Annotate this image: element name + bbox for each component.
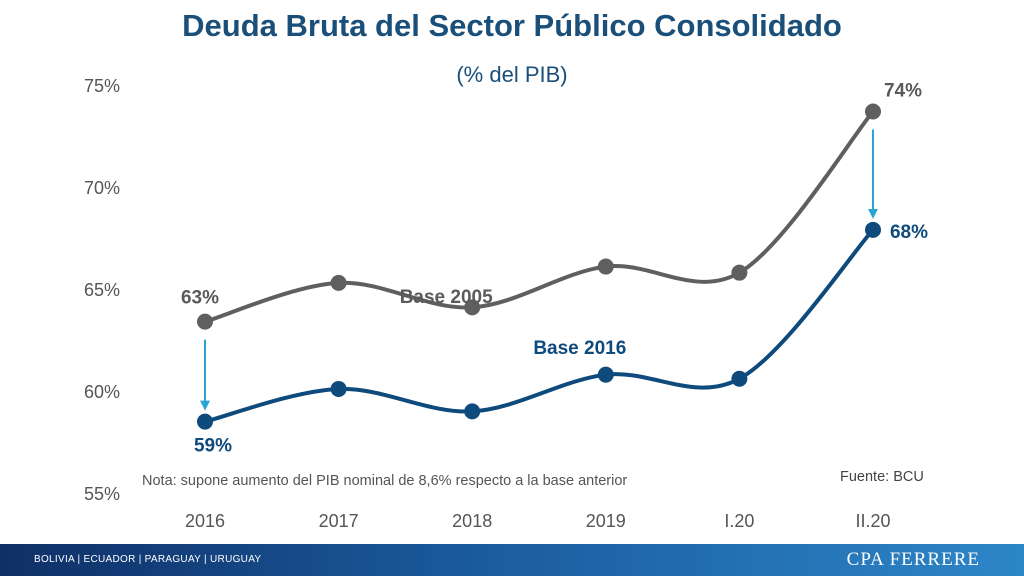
- footer-bar: BOLIVIA | ECUADOR | PARAGUAY | URUGUAY C…: [0, 544, 1024, 576]
- data-point-base-2005: [197, 313, 213, 330]
- data-point-base-2016: [597, 366, 614, 383]
- data-label: 63%: [181, 288, 219, 309]
- data-point-base-2005: [464, 299, 481, 316]
- data-point-base-2005: [330, 274, 347, 291]
- series-line-base-2005: [204, 110, 875, 324]
- data-point-base-2005: [597, 258, 614, 275]
- series-label-base-2005: Base 2005: [400, 287, 493, 308]
- footer-countries: BOLIVIA | ECUADOR | PARAGUAY | URUGUAY: [34, 554, 262, 565]
- y-tick-label: 70%: [84, 178, 120, 198]
- x-tick-label: 2017: [319, 511, 359, 531]
- y-tick-label: 65%: [84, 280, 120, 300]
- y-tick-label: 55%: [84, 484, 120, 504]
- chart-note: Nota: supone aumento del PIB nominal de …: [142, 473, 628, 489]
- data-point-base-2016: [464, 403, 481, 420]
- x-tick-label: I.20: [724, 511, 754, 531]
- data-point-base-2005: [865, 103, 881, 120]
- x-tick-label: II.20: [855, 511, 890, 531]
- series-line-base-2016: [204, 228, 875, 424]
- x-tick-label: 2019: [586, 511, 626, 531]
- x-tick-label: 2016: [185, 511, 225, 531]
- data-point-base-2016: [330, 380, 347, 397]
- data-point-base-2016: [731, 370, 748, 387]
- footer-brand-logo: CPA FERRERE: [846, 549, 980, 570]
- data-label: 59%: [194, 436, 232, 457]
- series-label-base-2016: Base 2016: [533, 338, 626, 359]
- data-point-base-2016: [865, 221, 881, 238]
- data-label: 74%: [884, 81, 922, 102]
- data-label: 68%: [890, 222, 928, 243]
- chart-title: Deuda Bruta del Sector Público Consolida…: [182, 8, 842, 43]
- chart-source: Fuente: BCU: [840, 469, 924, 485]
- x-tick-label: 2018: [452, 511, 492, 531]
- data-point-base-2005: [731, 264, 748, 281]
- y-tick-label: 75%: [84, 76, 120, 96]
- line-chart: 55% 60% 65% 70% 75% 2016 2017 2018 2019 I.20 II.20…: [84, 76, 928, 531]
- y-tick-label: 60%: [84, 382, 120, 402]
- data-point-base-2016: [197, 413, 213, 430]
- chart-subtitle: (% del PIB): [456, 62, 568, 87]
